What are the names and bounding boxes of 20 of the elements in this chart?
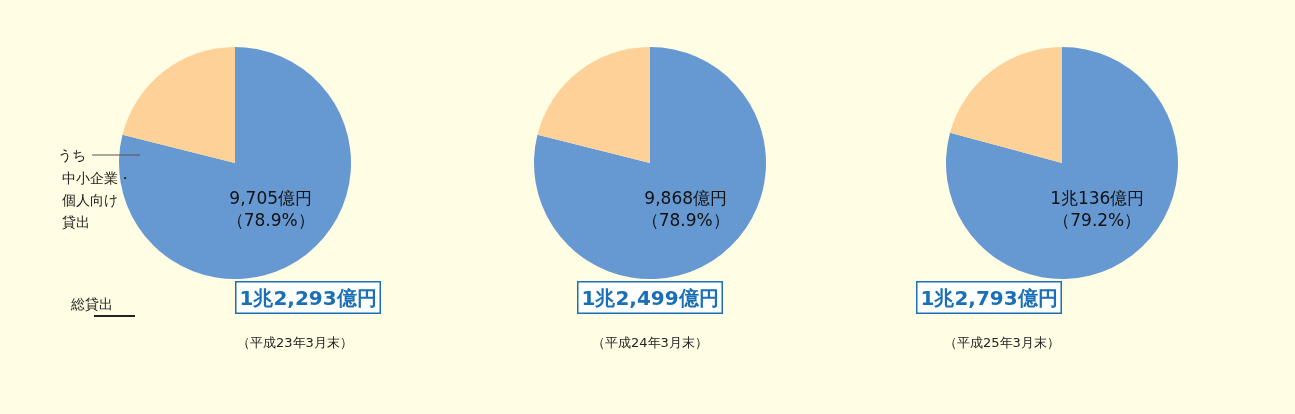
text: （平成23年3月末） (237, 335, 353, 350)
text: 1兆2,293億円 (239, 285, 377, 310)
text: 1兆2,499億円 (581, 285, 719, 310)
data-label: 1兆136億円（79.2%） (1050, 188, 1145, 231)
data-label: 9,705億円（78.9%） (226, 187, 315, 230)
text: 中小企業・ (62, 170, 132, 186)
pie-slice (946, 47, 1178, 279)
text: （平成25年3月末） (944, 335, 1060, 350)
text: 1兆2,793億円 (920, 285, 1058, 310)
text: （平成24年3月末） (592, 335, 708, 350)
data-label: 9,868億円（78.9%） (641, 187, 730, 230)
text: 個人向け (62, 192, 118, 208)
pie-slice (537, 47, 650, 163)
pie-slice (534, 47, 766, 279)
text: うち (58, 147, 86, 163)
pie-slice (950, 47, 1062, 163)
text: 総貸出 (70, 296, 113, 312)
pie-slice (122, 47, 235, 163)
pie-slice (119, 47, 351, 279)
text: 貸出 (62, 214, 90, 230)
